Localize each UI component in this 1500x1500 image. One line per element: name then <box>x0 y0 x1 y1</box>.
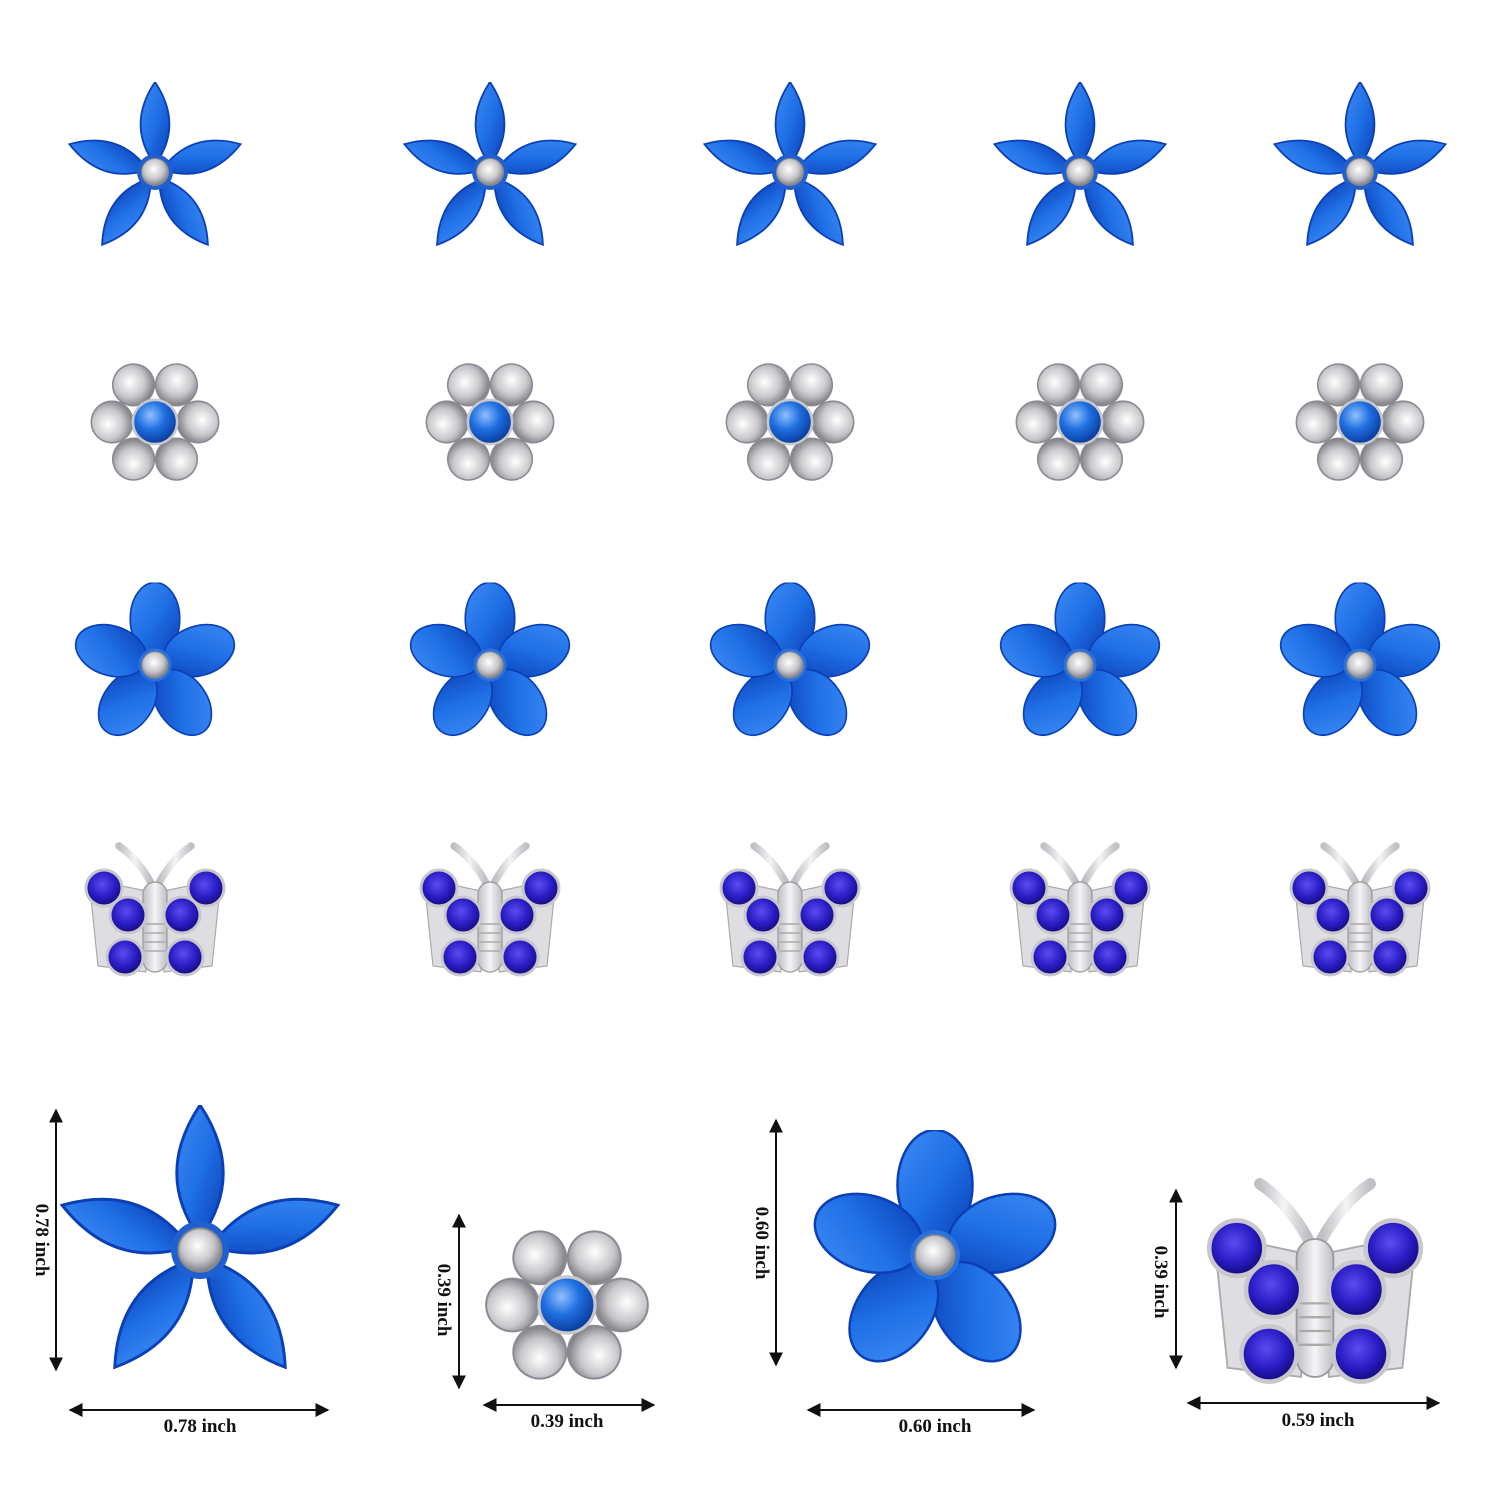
pearl-width-label: 0.39 inch <box>531 1411 604 1432</box>
star-width-label: 0.78 inch <box>164 1416 237 1437</box>
flower-height-label: 0.60 inch <box>751 1207 772 1280</box>
pearl-height-label: 0.39 inch <box>433 1264 454 1337</box>
star-height-label: 0.78 inch <box>31 1204 52 1277</box>
size-detail-row <box>49 1105 1441 1417</box>
flower-width-label: 0.60 inch <box>899 1416 972 1437</box>
butterfly-width-label: 0.59 inch <box>1282 1410 1355 1431</box>
butterfly-height-label: 0.39 inch <box>1150 1246 1171 1319</box>
